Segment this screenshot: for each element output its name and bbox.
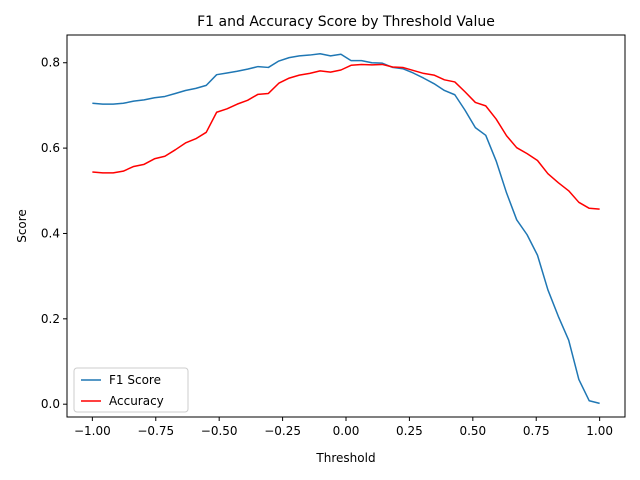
series-lines (92, 53, 600, 405)
x-tick-label: 0.00 (333, 424, 360, 438)
x-axis-ticks: −1.00 −0.75 −0.50 −0.25 0.00 0.25 0.50 0.75 1.00 (74, 417, 613, 438)
legend: F1 Score Accuracy (73, 367, 189, 413)
plot-area-frame (66, 34, 626, 418)
y-tick-label: 0.8 (41, 56, 60, 70)
legend-label-f1: F1 Score (109, 373, 161, 387)
y-axis-ticks: 0.0 0.2 0.4 0.6 0.8 (41, 56, 67, 411)
x-tick-label: −1.00 (74, 424, 111, 438)
x-tick-label: 0.25 (396, 424, 423, 438)
y-tick-label: 0.4 (41, 226, 60, 240)
legend-box (73, 367, 189, 413)
y-tick-label: 0.0 (41, 397, 60, 411)
series-line-accuracy (92, 63, 600, 210)
x-tick-label: −0.50 (201, 424, 238, 438)
x-tick-label: −0.25 (264, 424, 301, 438)
chart-title: F1 and Accuracy Score by Threshold Value (197, 14, 495, 30)
x-tick-label: 0.75 (523, 424, 550, 438)
x-tick-label: −0.75 (137, 424, 174, 438)
y-tick-label: 0.6 (41, 141, 60, 155)
y-tick-label: 0.2 (41, 312, 60, 326)
x-tick-label: 1.00 (586, 424, 613, 438)
y-axis-label: Score (15, 209, 29, 243)
x-axis-label: Threshold (315, 451, 375, 465)
legend-label-accuracy: Accuracy (109, 394, 164, 408)
series-line-f1-score (92, 53, 600, 405)
x-tick-label: 0.50 (459, 424, 486, 438)
